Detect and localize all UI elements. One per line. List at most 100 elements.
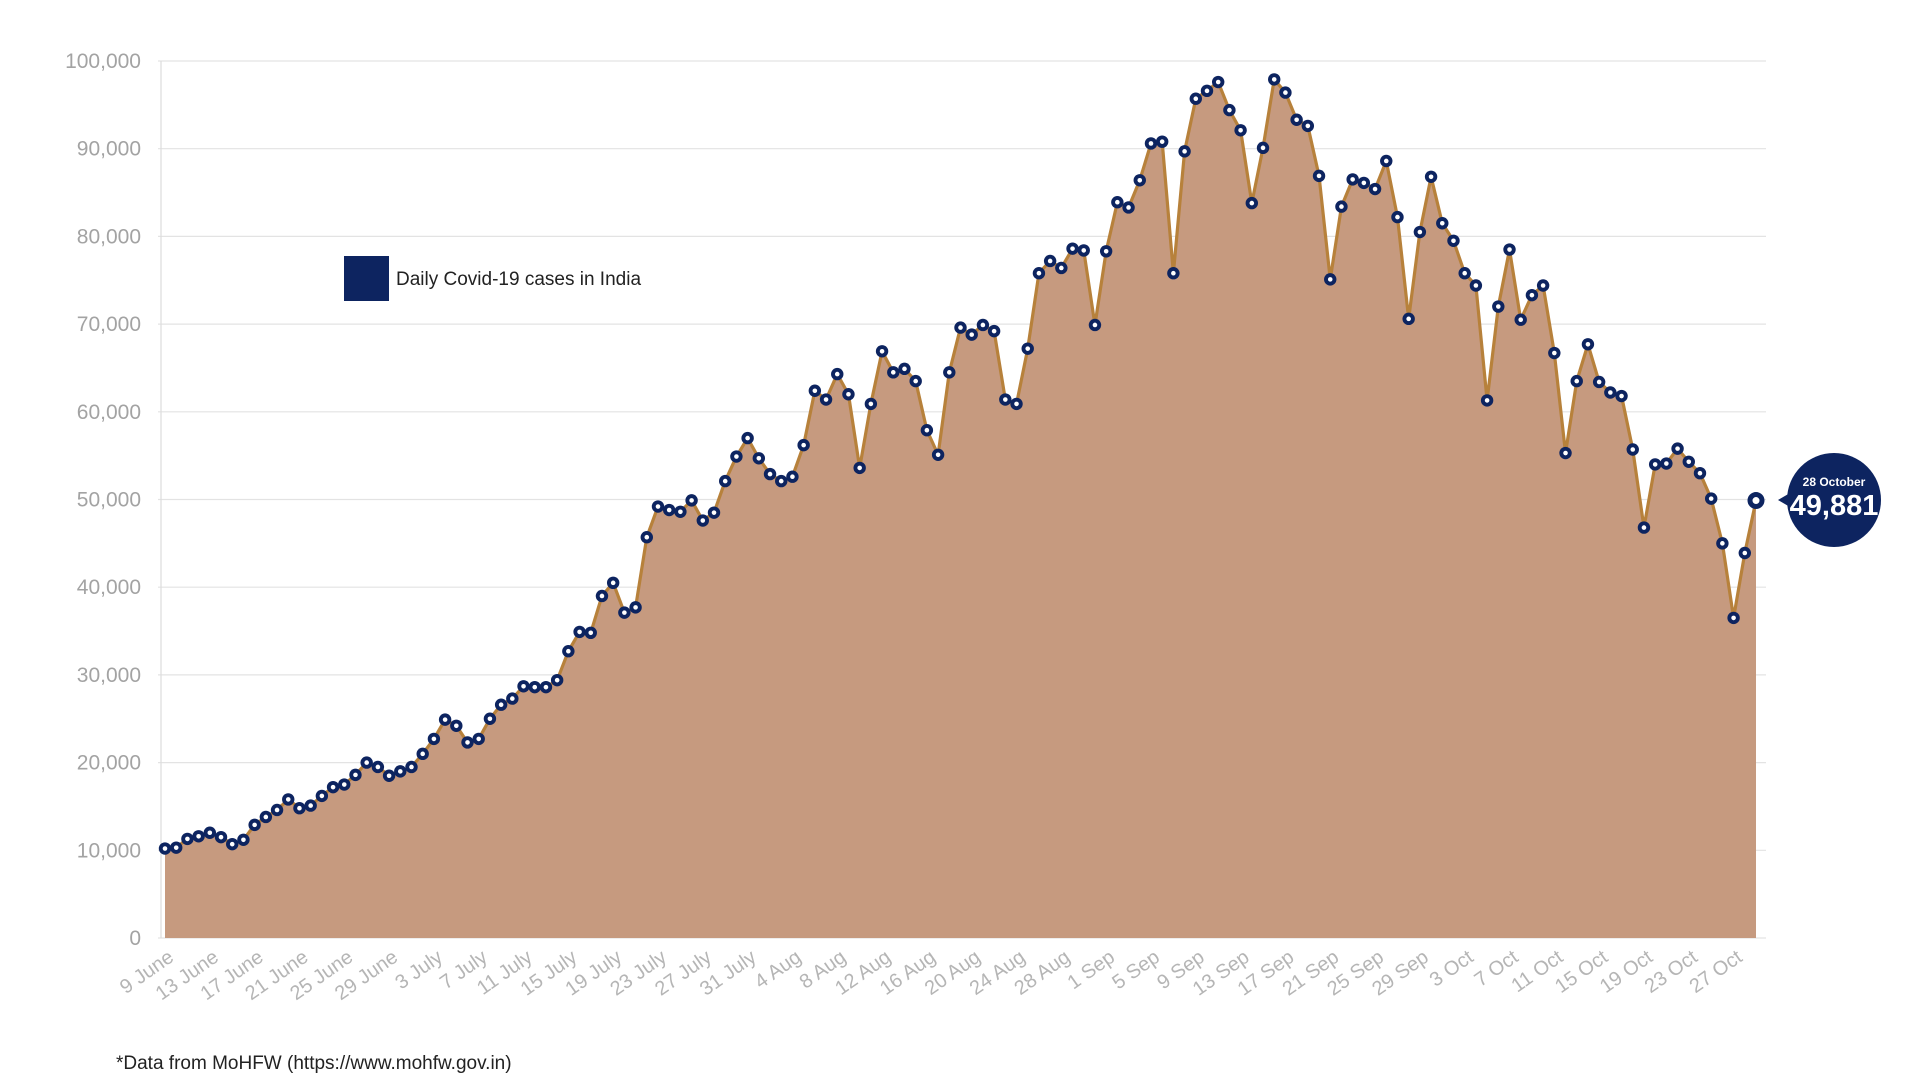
y-tick-label: 0 (129, 927, 141, 950)
data-point (1032, 267, 1046, 280)
data-point (674, 505, 687, 518)
data-point (741, 431, 754, 445)
data-point (170, 841, 183, 854)
data-point (595, 589, 609, 603)
data-points (158, 73, 1765, 855)
data-point (1021, 342, 1034, 355)
data-point (1704, 492, 1718, 505)
data-point (651, 500, 665, 513)
data-point (1335, 200, 1348, 213)
data-point (1167, 267, 1180, 280)
data-point (517, 680, 530, 693)
source-note: *Data from MoHFW (https://www.mohfw.gov.… (116, 1053, 512, 1074)
data-point (1010, 397, 1023, 411)
data-point (707, 506, 721, 519)
data-point (248, 818, 261, 832)
data-point (775, 474, 788, 488)
data-point (494, 698, 508, 711)
y-tick-label: 40,000 (77, 576, 141, 599)
data-point (1727, 611, 1740, 625)
x-tick-label: 5 Sep (1108, 946, 1163, 994)
data-point (405, 760, 418, 774)
data-point (1604, 386, 1617, 399)
legend-swatch (344, 256, 389, 301)
data-point (573, 625, 586, 639)
latest-data-point (1747, 492, 1765, 510)
data-point (506, 692, 519, 705)
x-tick-label: 1 Sep (1064, 946, 1119, 994)
data-point (685, 494, 698, 507)
y-tick-label: 100,000 (65, 50, 141, 73)
y-tick-label: 50,000 (77, 489, 141, 512)
y-tick-label: 20,000 (77, 752, 141, 775)
data-point (1122, 201, 1135, 214)
data-point (1368, 182, 1382, 196)
data-point (1682, 455, 1695, 468)
data-point (1043, 254, 1057, 268)
data-point (1424, 170, 1438, 183)
data-point (1514, 313, 1527, 326)
data-point (394, 765, 407, 778)
data-point (931, 448, 945, 461)
data-point (539, 680, 553, 694)
data-point (1223, 103, 1236, 117)
data-point (1413, 225, 1427, 239)
data-point (293, 802, 306, 815)
data-point (1099, 245, 1113, 258)
data-point (1301, 119, 1315, 133)
data-point (326, 780, 340, 794)
data-point (1200, 84, 1214, 98)
data-point (875, 345, 889, 358)
data-point (1716, 537, 1729, 550)
data-point (1570, 374, 1583, 388)
data-point (662, 503, 676, 517)
data-point (1436, 217, 1449, 230)
data-point (584, 626, 597, 640)
data-point (214, 830, 228, 844)
data-point (1492, 300, 1505, 313)
y-tick-label: 90,000 (77, 138, 141, 161)
data-point (976, 318, 990, 332)
data-point (1671, 442, 1684, 455)
data-point (226, 837, 239, 851)
data-point (338, 778, 351, 791)
data-point (1234, 124, 1247, 137)
data-point (1155, 135, 1169, 148)
data-point (1077, 244, 1090, 257)
x-tick-label: 3 Oct (1426, 946, 1478, 992)
data-point (898, 362, 911, 376)
x-tick-label: 4 Aug (751, 946, 806, 993)
callout-badge (1787, 453, 1881, 547)
data-point (730, 450, 743, 463)
data-point (382, 769, 396, 782)
data-point (1615, 389, 1628, 403)
data-point (158, 842, 172, 855)
data-point (808, 384, 822, 397)
data-point (181, 832, 194, 846)
data-point (472, 732, 485, 746)
y-tick-label: 60,000 (77, 401, 141, 424)
data-point (954, 321, 967, 334)
data-point (987, 324, 1001, 338)
data-point (1088, 318, 1102, 332)
data-point (528, 680, 541, 694)
callout-pointer (1778, 493, 1790, 507)
data-point (1133, 174, 1146, 187)
legend-label: Daily Covid-19 cases in India (396, 269, 641, 290)
data-point (640, 531, 653, 544)
data-point (371, 760, 385, 774)
data-point (1559, 446, 1572, 460)
data-point (1211, 75, 1225, 89)
y-tick-label: 80,000 (77, 225, 141, 248)
data-point (282, 793, 295, 806)
y-axis-ticks: 0 10,000 20,000 30,000 40,000 50,000 60,000 70,… (65, 50, 141, 950)
data-point (629, 601, 642, 614)
data-point (1447, 234, 1460, 247)
data-point (842, 388, 855, 401)
data-point (1178, 145, 1191, 158)
legend: Daily Covid-19 cases in India (344, 256, 641, 301)
data-point (315, 789, 329, 803)
data-point (1581, 338, 1595, 351)
